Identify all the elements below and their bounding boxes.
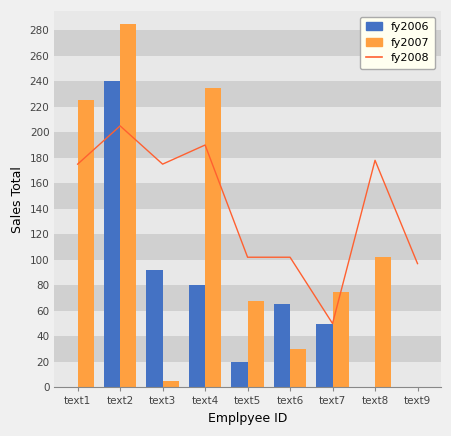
fy2008 bbox=[75, 161, 80, 167]
fy2008 bbox=[202, 143, 207, 148]
Bar bbox=[54, 132, 440, 158]
Bar bbox=[54, 158, 440, 183]
Bar bbox=[316, 324, 332, 387]
fy2008 bbox=[287, 255, 292, 260]
Legend: fy2006, fy2007, fy2008: fy2006, fy2007, fy2008 bbox=[359, 17, 434, 69]
fy2008 bbox=[244, 255, 250, 260]
Bar bbox=[54, 107, 440, 132]
Bar bbox=[54, 56, 440, 81]
Bar bbox=[54, 209, 440, 234]
Bar bbox=[162, 381, 178, 387]
Bar bbox=[120, 24, 136, 387]
Bar bbox=[104, 81, 120, 387]
Bar bbox=[54, 81, 440, 107]
Bar bbox=[54, 234, 440, 260]
Bar bbox=[205, 88, 221, 387]
Bar bbox=[54, 183, 440, 209]
fy2008 bbox=[160, 161, 165, 167]
fy2008 bbox=[117, 123, 123, 129]
Bar bbox=[273, 304, 290, 387]
Bar bbox=[332, 292, 348, 387]
fy2008 bbox=[372, 158, 377, 163]
Line: fy2008: fy2008 bbox=[78, 126, 417, 324]
fy2008 bbox=[414, 261, 419, 266]
Bar bbox=[231, 362, 247, 387]
Bar bbox=[54, 260, 440, 285]
Bar bbox=[54, 362, 440, 387]
fy2008 bbox=[329, 321, 335, 326]
Bar bbox=[189, 285, 205, 387]
Bar bbox=[146, 270, 162, 387]
X-axis label: Emplpyee ID: Emplpyee ID bbox=[207, 412, 287, 425]
Bar bbox=[54, 30, 440, 56]
Bar bbox=[54, 336, 440, 362]
Y-axis label: Sales Total: Sales Total bbox=[11, 166, 24, 233]
Bar bbox=[247, 300, 263, 387]
Bar bbox=[290, 349, 305, 387]
Bar bbox=[78, 100, 93, 387]
Bar bbox=[54, 311, 440, 336]
Bar bbox=[374, 257, 390, 387]
Bar bbox=[54, 285, 440, 311]
